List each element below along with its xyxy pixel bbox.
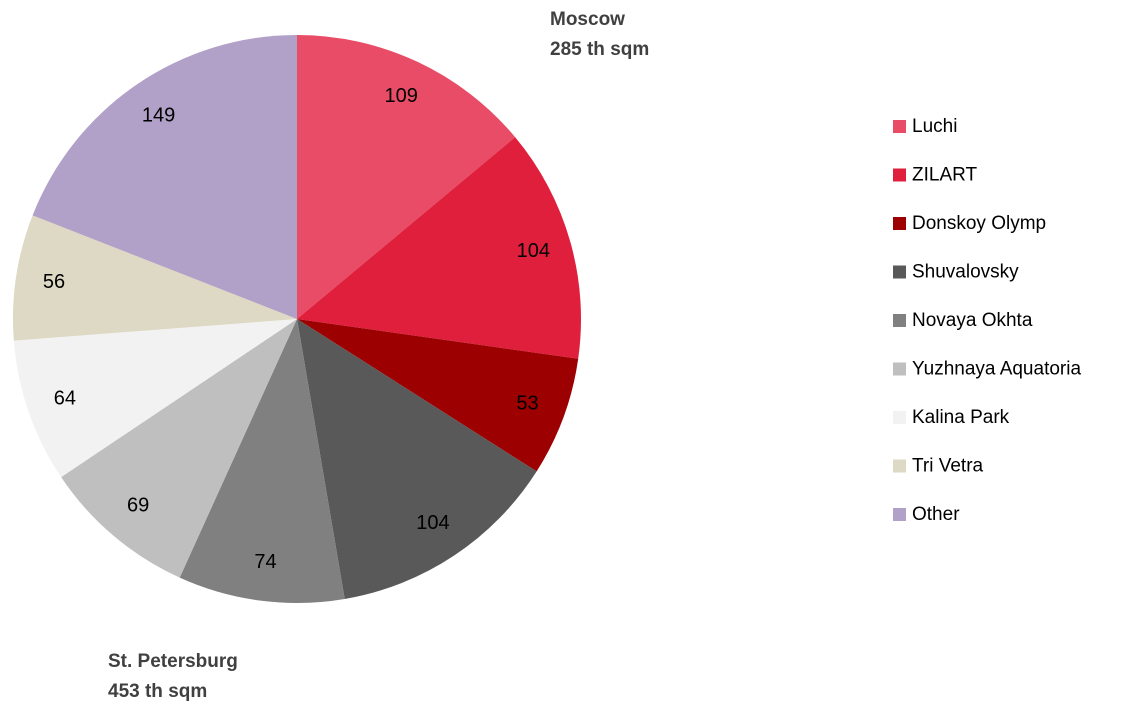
data-label: 56 <box>43 271 65 293</box>
legend-label: Shuvalovsky <box>912 262 1019 283</box>
legend-swatch <box>893 217 906 230</box>
annotation: 285 th sqm <box>550 39 649 60</box>
legend-label: ZILART <box>912 165 978 186</box>
legend-swatch <box>893 362 906 376</box>
legend-swatch <box>893 120 906 133</box>
legend-label: Novaya Okhta <box>912 310 1033 331</box>
data-label: 69 <box>127 495 149 517</box>
legend-swatch <box>893 508 906 521</box>
data-label: 64 <box>54 388 76 410</box>
pie-slice <box>297 35 516 319</box>
pie-slice <box>13 319 297 478</box>
pie-slice <box>13 215 298 341</box>
data-label: 104 <box>517 240 550 262</box>
legend-label: Donskoy Olymp <box>912 213 1046 234</box>
pie-slice <box>297 319 537 599</box>
legend-label: Tri Vetra <box>912 456 984 477</box>
data-label: 53 <box>516 392 538 414</box>
legend-label: Kalina Park <box>912 407 1010 428</box>
legend-label: Yuzhnaya Aquatoria <box>912 359 1081 380</box>
annotation: 453 th sqm <box>108 681 207 702</box>
data-label: 104 <box>416 512 449 534</box>
legend-swatch <box>893 459 906 473</box>
legend-label: Other <box>912 504 960 525</box>
pie-slice <box>297 319 579 472</box>
legend-swatch <box>893 168 906 182</box>
legend-label: Luchi <box>912 116 957 137</box>
legend-swatch <box>893 411 906 424</box>
legend-swatch <box>893 314 906 327</box>
pie-slice <box>179 319 345 603</box>
annotation: Moscow <box>550 9 625 30</box>
pie-slice <box>32 35 298 319</box>
data-label: 109 <box>384 85 417 107</box>
legend-swatch <box>893 265 906 279</box>
annotation: St. Petersburg <box>108 651 238 672</box>
data-label: 74 <box>254 551 276 573</box>
pie-slice <box>61 319 297 578</box>
data-label: 149 <box>142 104 175 126</box>
pie-slice <box>297 137 581 359</box>
